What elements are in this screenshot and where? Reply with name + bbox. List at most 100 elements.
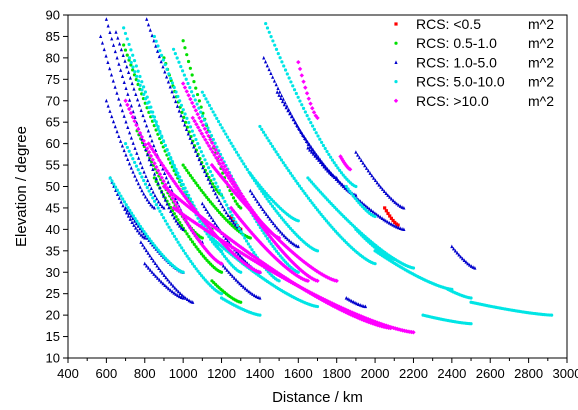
data-point: [286, 108, 290, 113]
data-point: [276, 152, 280, 157]
data-point: [218, 123, 222, 127]
data-point: [195, 111, 200, 117]
x-tick-label: 1200: [207, 366, 236, 381]
data-point: [201, 276, 206, 280]
data-point: [303, 110, 307, 114]
data-point: [148, 144, 153, 149]
data-point: [115, 55, 119, 60]
data-point: [263, 133, 267, 137]
data-point: [244, 239, 249, 243]
data-point: [272, 147, 276, 151]
data-point: [183, 186, 187, 190]
data-point: [131, 216, 135, 221]
data-point: [171, 47, 176, 51]
data-point: [224, 167, 229, 172]
data-point: [304, 137, 308, 141]
data-point: [232, 276, 236, 280]
data-point: [220, 238, 225, 243]
data-point: [184, 89, 189, 94]
data-point: [224, 132, 228, 136]
data-point: [281, 161, 285, 165]
x-tick-label: 800: [134, 366, 156, 381]
data-point: [280, 60, 284, 64]
data-point: [464, 260, 468, 264]
data-point: [142, 191, 146, 196]
data-point: [158, 185, 162, 190]
data-point: [323, 146, 327, 151]
data-point: [469, 264, 473, 268]
data-point: [353, 300, 357, 305]
data-point: [177, 60, 181, 64]
data-point: [142, 178, 146, 183]
data-point: [356, 152, 360, 157]
data-point: [106, 60, 110, 64]
data-point: [393, 200, 397, 204]
data-point: [379, 185, 383, 189]
data-point: [132, 219, 137, 223]
x-axis-label: Distance / km: [272, 389, 363, 406]
data-point: [203, 137, 208, 143]
data-point: [340, 182, 344, 187]
data-point: [238, 156, 242, 160]
data-point: [212, 185, 216, 189]
data-point: [235, 223, 240, 227]
data-point: [357, 155, 362, 160]
data-point: [204, 130, 209, 135]
data-point: [180, 246, 184, 250]
data-point: [176, 221, 180, 226]
data-point: [100, 41, 105, 45]
data-point: [457, 252, 461, 257]
data-point: [277, 279, 281, 283]
data-point: [274, 47, 279, 51]
data-point: [108, 30, 112, 34]
data-point: [287, 238, 292, 243]
data-point: [150, 138, 154, 143]
data-point: [187, 121, 191, 125]
data-point: [450, 244, 454, 249]
data-point: [115, 188, 119, 192]
data-point: [120, 108, 124, 113]
data-point: [165, 67, 169, 71]
data-point: [346, 297, 350, 301]
data-point: [181, 118, 185, 122]
data-point: [216, 171, 222, 177]
data-point: [122, 43, 126, 47]
data-point: [240, 283, 244, 287]
data-point: [202, 93, 206, 98]
data-point: [303, 85, 308, 90]
data-point: [282, 233, 286, 238]
data-point: [122, 26, 126, 30]
data-point: [258, 124, 262, 129]
data-point: [298, 99, 302, 103]
data-point: [131, 53, 135, 57]
data-point: [166, 171, 171, 176]
data-point: [225, 238, 230, 243]
x-tick-label: 600: [96, 366, 118, 381]
data-point: [326, 167, 330, 172]
data-point: [188, 173, 193, 178]
data-point: [194, 267, 198, 271]
data-point: [129, 48, 133, 52]
data-point: [283, 68, 288, 72]
data-point: [156, 127, 160, 131]
data-point: [110, 36, 114, 41]
data-point: [366, 168, 370, 173]
data-point: [148, 253, 152, 258]
data-point: [182, 85, 188, 90]
data-point: [258, 313, 262, 317]
y-tick-label: 70: [46, 93, 60, 108]
data-point: [131, 68, 135, 72]
data-point: [215, 158, 221, 164]
data-point: [311, 110, 317, 115]
data-point: [306, 96, 311, 101]
data-point: [317, 158, 321, 162]
data-point: [261, 130, 266, 134]
data-point: [247, 289, 251, 294]
data-point: [129, 213, 133, 218]
data-point: [115, 192, 120, 196]
legend-marker: [394, 41, 398, 45]
data-point: [212, 152, 217, 158]
data-point: [192, 231, 197, 237]
data-point: [208, 130, 212, 134]
data-point: [180, 110, 184, 114]
